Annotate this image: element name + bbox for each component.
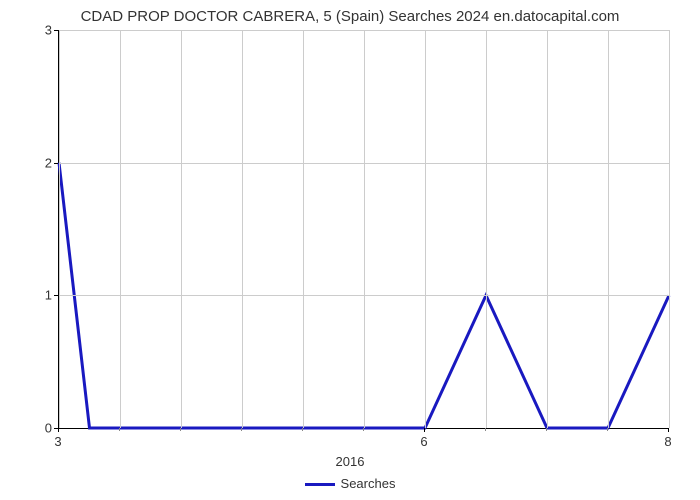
grid-line-vertical <box>486 30 487 428</box>
x-minor-tick-mark <box>546 428 547 431</box>
y-tick-mark <box>54 295 58 296</box>
grid-line-horizontal <box>59 30 669 31</box>
grid-line-vertical <box>242 30 243 428</box>
plot-area <box>58 30 669 429</box>
x-minor-tick-mark <box>363 428 364 431</box>
x-tick-label: 3 <box>54 434 61 449</box>
x-minor-tick-mark <box>180 428 181 431</box>
grid-line-vertical <box>364 30 365 428</box>
grid-line-vertical <box>59 30 60 428</box>
y-tick-label: 1 <box>32 288 52 303</box>
grid-line-vertical <box>181 30 182 428</box>
y-tick-mark <box>54 163 58 164</box>
grid-line-vertical <box>425 30 426 428</box>
legend-label: Searches <box>341 476 396 491</box>
grid-line-vertical <box>669 30 670 428</box>
x-minor-tick-mark <box>607 428 608 431</box>
x-axis-label: 2016 <box>0 454 700 469</box>
x-tick-label: 8 <box>664 434 671 449</box>
chart-container: CDAD PROP DOCTOR CABRERA, 5 (Spain) Sear… <box>0 0 700 500</box>
x-minor-tick-mark <box>485 428 486 431</box>
x-tick-label: 6 <box>420 434 427 449</box>
chart-title: CDAD PROP DOCTOR CABRERA, 5 (Spain) Sear… <box>0 8 700 25</box>
legend-line-icon <box>305 483 335 486</box>
y-tick-label: 2 <box>32 155 52 170</box>
legend: Searches <box>0 476 700 491</box>
grid-line-vertical <box>120 30 121 428</box>
grid-line-vertical <box>303 30 304 428</box>
y-tick-label: 0 <box>32 421 52 436</box>
x-tick-mark <box>58 428 59 432</box>
grid-line-horizontal <box>59 295 669 296</box>
x-minor-tick-mark <box>119 428 120 431</box>
x-minor-tick-mark <box>302 428 303 431</box>
y-tick-label: 3 <box>32 23 52 38</box>
x-tick-mark <box>668 428 669 432</box>
y-tick-mark <box>54 30 58 31</box>
grid-line-vertical <box>547 30 548 428</box>
x-tick-mark <box>424 428 425 432</box>
x-minor-tick-mark <box>241 428 242 431</box>
grid-line-horizontal <box>59 163 669 164</box>
grid-line-vertical <box>608 30 609 428</box>
